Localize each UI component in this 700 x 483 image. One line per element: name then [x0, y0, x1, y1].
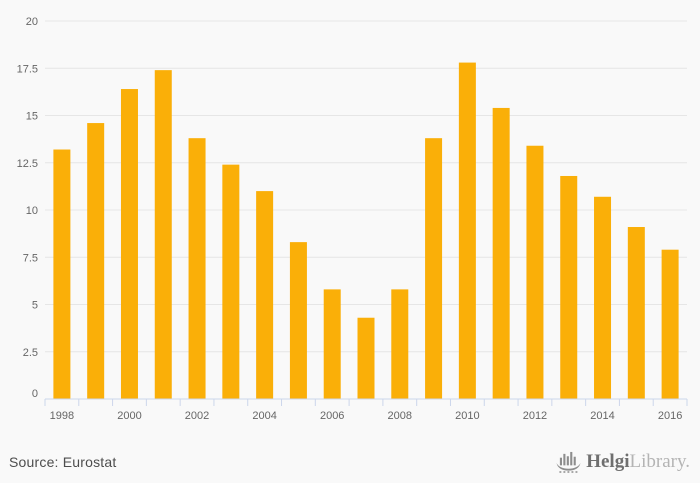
- bar-2002[interactable]: [188, 138, 206, 399]
- x-axis-tick-label: 2016: [658, 410, 682, 422]
- x-axis-labels: 1998 2000 2002 2004 2006 2008 2010 2012 2014 2016: [50, 410, 683, 422]
- logo-wordmark-library: Library.: [629, 451, 691, 472]
- y-axis-tick-label: 12.5: [17, 158, 38, 170]
- bar-2007[interactable]: [357, 317, 375, 399]
- bar-2000[interactable]: [120, 89, 138, 399]
- chart-footer: Source: Eurostat HelgiLibrary.: [0, 440, 700, 483]
- bar-2004[interactable]: [256, 191, 274, 399]
- bar-2003[interactable]: [222, 164, 240, 399]
- source-label: Source: Eurostat: [9, 453, 117, 470]
- bar-2012[interactable]: [526, 145, 544, 399]
- y-axis-tick-label: 7.5: [23, 252, 38, 264]
- bar-1998[interactable]: [53, 149, 71, 399]
- x-axis-tick-label: 1998: [50, 410, 74, 422]
- bar-2009[interactable]: [425, 138, 443, 399]
- bar-2015[interactable]: [627, 227, 645, 399]
- y-axis-tick-label: 0: [32, 388, 38, 400]
- x-axis-tick-label: 2006: [320, 410, 344, 422]
- viking-ship-bar-chart-icon: [556, 451, 581, 473]
- bars: [53, 62, 679, 399]
- x-axis-tick-label: 2000: [117, 410, 141, 422]
- y-axis-labels: 0 2.5 5 7.5 10 12.5 15 17.5 20: [17, 16, 38, 400]
- bar-2016[interactable]: [661, 249, 679, 399]
- y-axis-tick-label: 17.5: [17, 63, 38, 75]
- bar-2014[interactable]: [594, 196, 612, 399]
- y-axis-tick-label: 10: [26, 205, 38, 217]
- x-axis-tick-label: 2004: [252, 410, 276, 422]
- gridlines: [45, 20, 687, 353]
- x-axis-tick-label: 2012: [523, 410, 547, 422]
- bar-2013[interactable]: [560, 175, 578, 399]
- y-axis-tick-label: 2.5: [23, 347, 38, 359]
- logo-wordmark-helgi: Helgi: [586, 451, 630, 472]
- helgi-library-logo[interactable]: HelgiLibrary.: [556, 451, 690, 473]
- bar-1999[interactable]: [87, 123, 105, 399]
- bar-2006[interactable]: [323, 289, 341, 399]
- x-axis-tick-label: 2008: [388, 410, 412, 422]
- bar-2005[interactable]: [289, 242, 307, 399]
- bar-chart: 0 2.5 5 7.5 10 12.5 15 17.5 20 1998 2000 2002 2004 2…: [17, 16, 688, 422]
- x-axis-tick-label: 2002: [185, 410, 209, 422]
- y-axis-tick-label: 5: [32, 300, 38, 312]
- logo-wordmark: HelgiLibrary.: [586, 452, 690, 471]
- x-axis-tick-label: 2014: [590, 410, 614, 422]
- bar-2008[interactable]: [391, 289, 409, 399]
- x-axis: [44, 398, 688, 406]
- y-axis-tick-label: 15: [26, 111, 38, 123]
- x-axis-tick-label: 2010: [455, 410, 479, 422]
- y-axis-tick-label: 20: [26, 16, 38, 28]
- bar-2001[interactable]: [154, 70, 172, 399]
- bar-2010[interactable]: [458, 62, 476, 399]
- bar-2011[interactable]: [492, 107, 510, 399]
